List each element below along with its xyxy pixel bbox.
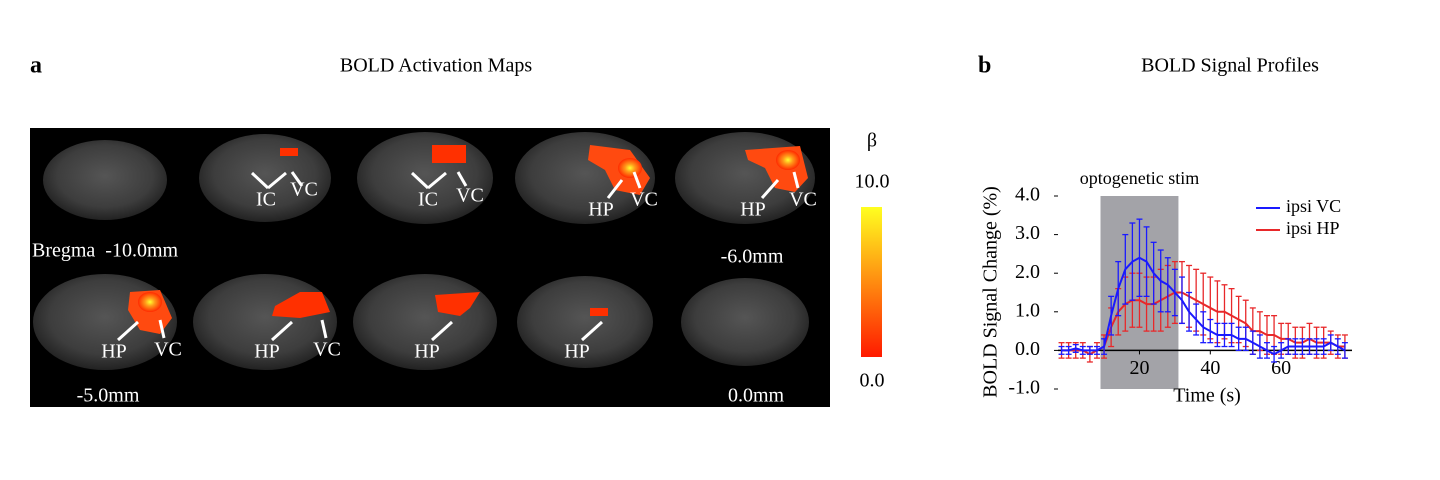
y-tick-label: -1.0 bbox=[1008, 377, 1040, 399]
colorbar-label: β bbox=[867, 130, 877, 152]
annotations: IC VC IC VC HP VC HP VC HP VC HP VC HP H… bbox=[32, 179, 817, 407]
y-tick-label: 2.0 bbox=[1015, 261, 1040, 283]
region-label: HP bbox=[740, 199, 766, 221]
region-label: VC bbox=[313, 339, 341, 361]
panel-title: BOLD Activation Maps bbox=[340, 55, 532, 77]
arrows bbox=[116, 171, 800, 342]
activation-blobs bbox=[128, 145, 808, 334]
region-label: VC bbox=[789, 189, 817, 211]
series-line bbox=[1061, 256, 1346, 356]
x-tick-label: 40 bbox=[1200, 357, 1220, 379]
region-label: VC bbox=[456, 185, 484, 207]
region-label: HP bbox=[414, 341, 440, 363]
bregma-level: 0.0mm bbox=[728, 385, 785, 407]
region-label: VC bbox=[290, 179, 318, 201]
legend-label: ipsi HP bbox=[1286, 218, 1340, 238]
region-label: VC bbox=[154, 339, 182, 361]
colorbar-tick-label: 0.0 bbox=[860, 370, 885, 392]
region-label: HP bbox=[564, 341, 590, 363]
legend-label: ipsi VC bbox=[1286, 196, 1341, 216]
region-label: IC bbox=[256, 189, 276, 211]
bregma-level: Bregma -10.0mm bbox=[32, 240, 179, 262]
region-label: HP bbox=[101, 341, 127, 363]
bregma-level: -6.0mm bbox=[721, 246, 784, 268]
chart-title: BOLD Signal Profiles bbox=[1141, 55, 1319, 77]
colorbar bbox=[861, 207, 882, 357]
y-axis-label: BOLD Signal Change (%) bbox=[980, 186, 1002, 398]
bregma-level: -5.0mm bbox=[77, 385, 140, 407]
colorbar-tick-label: 10.0 bbox=[855, 171, 890, 193]
x-axis-label: Time (s) bbox=[1173, 385, 1241, 407]
y-tick-label: 4.0 bbox=[1015, 184, 1040, 206]
panel-label: a bbox=[30, 53, 42, 79]
region-label: HP bbox=[588, 199, 614, 221]
region-label: VC bbox=[630, 189, 658, 211]
series-line bbox=[1061, 291, 1345, 356]
x-tick-label: 20 bbox=[1129, 357, 1149, 379]
y-tick-label: 1.0 bbox=[1015, 299, 1040, 321]
y-tick-label: 3.0 bbox=[1015, 222, 1040, 244]
region-label: HP bbox=[254, 341, 280, 363]
stim-label: optogenetic stim bbox=[1080, 168, 1199, 188]
panel-label: b bbox=[978, 53, 991, 79]
y-tick-label: 0.0 bbox=[1015, 338, 1040, 360]
region-label: IC bbox=[418, 189, 438, 211]
